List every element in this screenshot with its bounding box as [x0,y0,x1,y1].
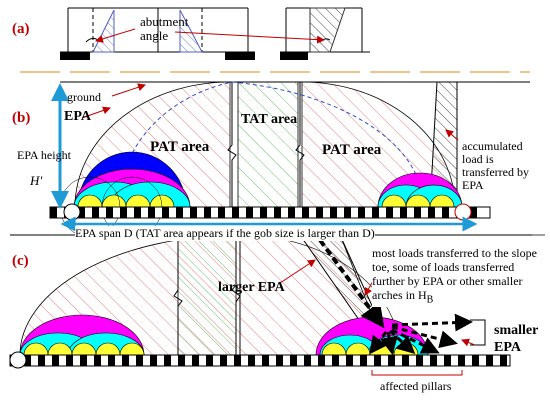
pat-area-label-left: PAT area [150,139,210,155]
pillar-block [52,355,59,366]
pillar-block [262,355,269,366]
pillar-block [486,355,493,366]
pillar-block [290,355,297,366]
pillar-block [388,355,395,366]
epa-label: EPA [64,109,91,124]
tat-area-label: TAT area [241,112,298,127]
pillar-block [444,355,451,366]
pillar-block [360,355,367,366]
pillar-block [78,207,85,218]
pillar-block [260,207,267,218]
pillar-block [276,355,283,366]
pillar-block [178,355,185,366]
pillar-block [66,355,73,366]
pillar-block [134,207,141,218]
pillar-block [106,207,113,218]
pillar-block [442,207,449,218]
pillar-block [176,207,183,218]
pillar-block [108,355,115,366]
pillar-block [38,355,45,366]
pillar-block [500,355,507,366]
smaller-epa-label: smaller EPA [494,323,539,355]
pillar-block [302,207,309,218]
pillar-block [470,207,477,218]
ground-label: ground [67,90,101,104]
pillar-block [472,355,479,366]
pillar-block [92,207,99,218]
panel-label-b: (b) [12,110,31,126]
pillar-block [248,355,255,366]
epa-height-label: EPA height [17,148,71,162]
pillar-block [80,355,87,366]
panel-label-c: (c) [12,253,29,269]
pillar-block [358,207,365,218]
pillar-block [304,355,311,366]
pillar-block [414,207,421,218]
pillar-block [136,355,143,366]
pillar-block [318,355,325,366]
panel-c-drawing [9,234,532,376]
pillar-block [148,207,155,218]
pillar-block [122,355,129,366]
larger-epa-label: larger EPA [218,280,285,295]
affected-pillars-label: affected pillars [380,379,452,393]
pillar-block [402,355,409,366]
pillar-block [374,355,381,366]
pillar-block [150,355,157,366]
pat-area-label-right: PAT area [322,142,382,158]
pillar-block [458,355,465,366]
panel-b-drawing [49,81,530,238]
pillar-block [316,207,323,218]
pillar-block [332,355,339,366]
pillar-block [190,207,197,218]
panel-a-drawing [60,7,370,60]
pillar-block [206,355,213,366]
pillar-block [346,355,353,366]
pillar-block [24,355,31,366]
panel-label-a: (a) [12,21,30,37]
pillar-block [232,207,239,218]
subscript-b: B [426,294,434,306]
pillar-block [330,207,337,218]
pillar-block [162,207,169,218]
pillar-block [164,355,171,366]
epa-height-symbol: H' [30,173,43,188]
pillar-block [234,355,241,366]
most-loads-label: most loads transferred to the slope toe,… [372,246,542,308]
pillar-block [428,207,435,218]
pillar-block [288,207,295,218]
pillar-block [416,355,423,366]
pillar-block [400,207,407,218]
pillar-block [94,355,101,366]
pillar-block [274,207,281,218]
abutment-angle-label: abutment angle [140,14,189,43]
pillar-block [386,207,393,218]
pillar-block [218,207,225,218]
pillar-block [120,207,127,218]
pillar-block [344,207,351,218]
pillar-block [246,207,253,218]
epa-span-label: EPA span D (TAT area appears if the gob … [75,226,375,241]
pillar-block [220,355,227,366]
pillar-block [192,355,199,366]
pillar-block [372,207,379,218]
accumulated-load-label: accumulated load is transferred by EPA [462,140,544,192]
pillar-block [50,207,57,218]
pillar-block [430,355,437,366]
pillar-block [204,207,211,218]
